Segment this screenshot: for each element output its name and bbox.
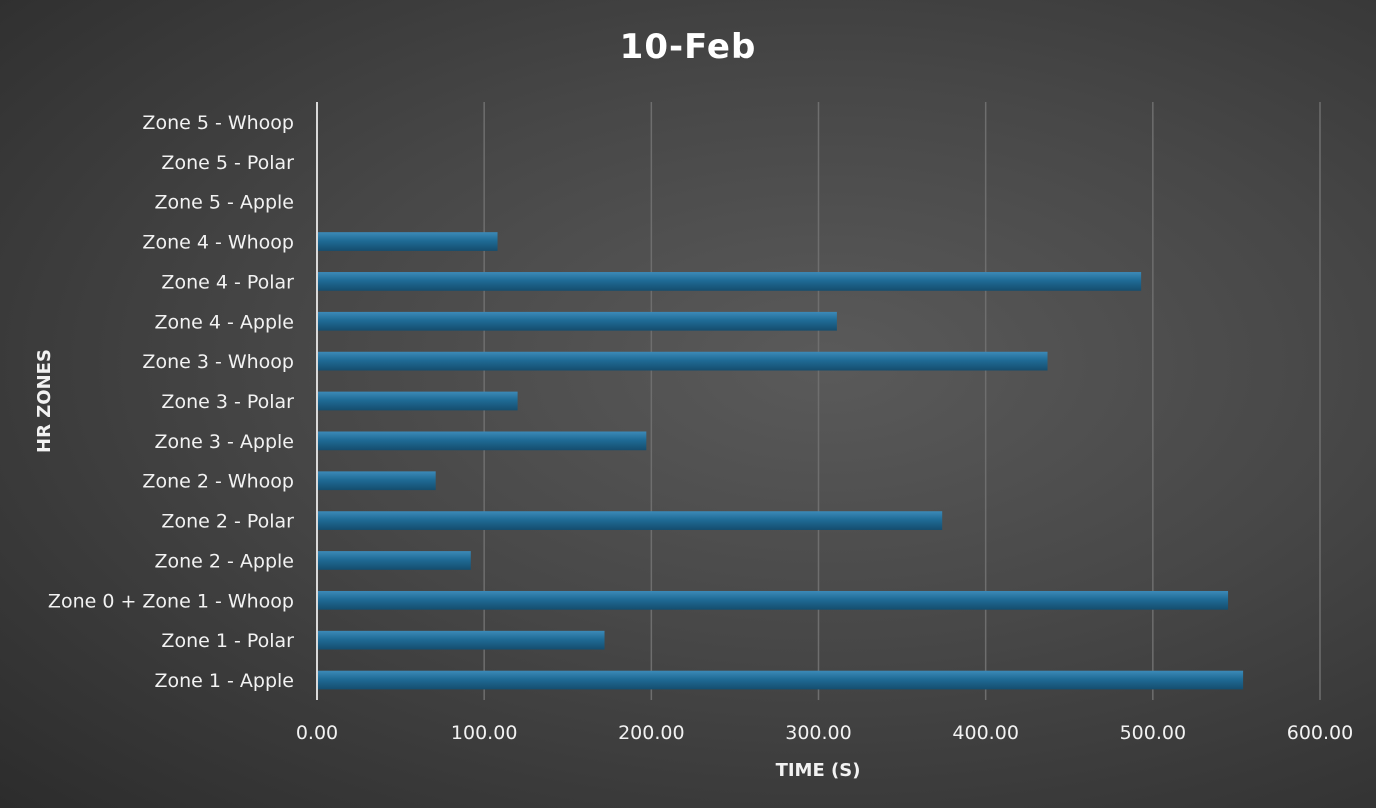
category-label: Zone 5 - Whoop [142,112,294,134]
category-label: Zone 4 - Whoop [142,232,294,254]
bar [318,590,1229,610]
bar [318,630,605,650]
category-label: Zone 4 - Apple [154,311,294,333]
bar [318,431,647,451]
x-tick-label: 200.00 [618,722,684,744]
bar [318,232,498,251]
category-label: Zone 3 - Apple [154,431,294,453]
bar [318,471,436,491]
x-tick-label: 600.00 [1287,722,1353,744]
x-tick-label: 100.00 [451,722,517,744]
bars [318,232,1244,690]
category-label: Zone 5 - Polar [161,152,294,174]
y-axis-title: HR ZONES [34,349,55,453]
x-tick-label: 400.00 [952,722,1018,744]
bar [318,311,837,331]
x-tick-label: 300.00 [785,722,851,744]
bar [318,551,471,570]
category-label: Zone 5 - Apple [154,192,294,214]
category-label: Zone 2 - Apple [154,550,294,572]
bar [318,351,1048,371]
bar [318,272,1142,291]
category-label: Zone 2 - Whoop [142,471,294,493]
x-tick-labels: 0.00 100.00 200.00 300.00 400.00 500.00 600.00 [296,722,1353,744]
x-tick-label: 0.00 [296,722,338,744]
category-label: Zone 0 + Zone 1 - Whoop [48,590,294,612]
category-label: Zone 2 - Polar [161,511,294,533]
category-label: Zone 3 - Polar [161,391,294,413]
bar [318,511,943,530]
chart-title: 10-Feb [620,27,757,67]
x-axis-title: TIME (S) [776,760,861,781]
bar [318,670,1244,690]
category-label: Zone 3 - Whoop [142,351,294,373]
category-label: Zone 1 - Apple [154,670,294,692]
gridlines [483,102,1321,700]
x-tick-label: 500.00 [1120,722,1186,744]
category-label: Zone 1 - Polar [161,630,294,652]
category-labels: Zone 1 - Apple Zone 1 - Polar Zone 0 + Zon… [48,112,294,692]
category-label: Zone 4 - Polar [161,271,294,293]
bar [318,391,518,411]
